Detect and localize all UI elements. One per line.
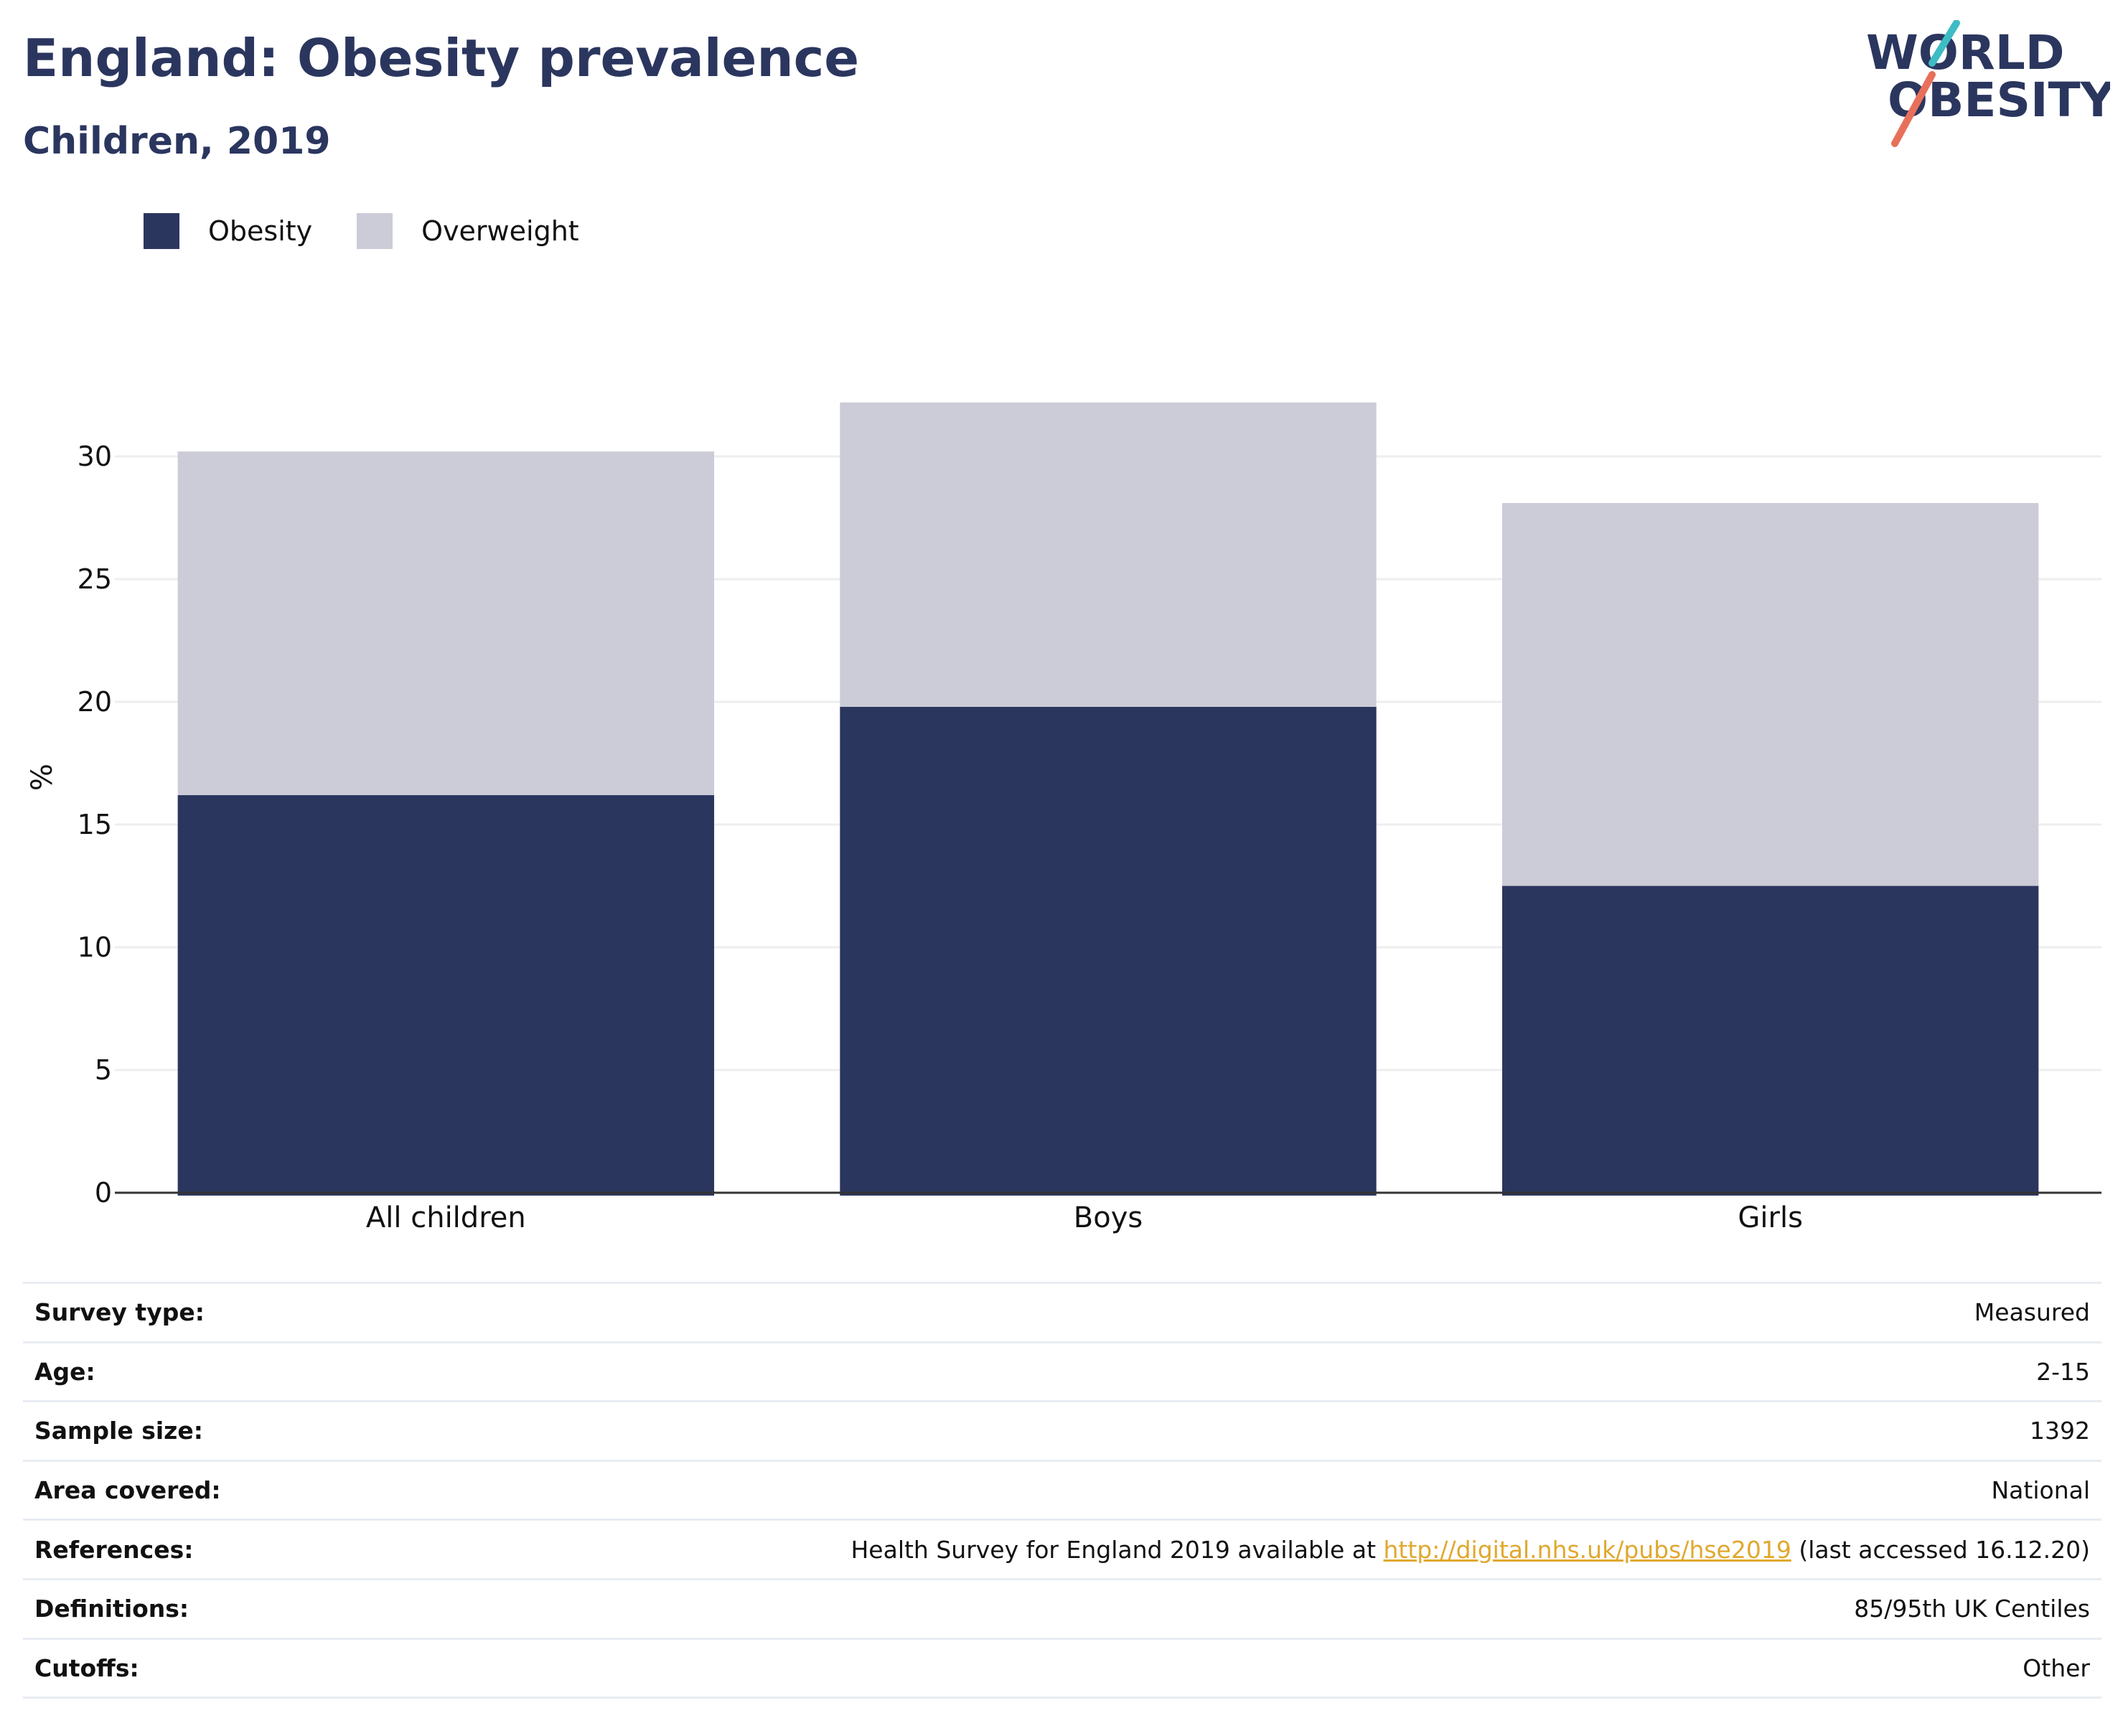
info-row-references: References: Health Survey for England 20…: [23, 1519, 2101, 1580]
y-axis-title: %: [26, 764, 59, 791]
info-row-cutoffs: Cutoffs: Other: [23, 1638, 2101, 1698]
legend-swatch-overweight: [357, 213, 393, 249]
info-value: Other: [2023, 1653, 2090, 1682]
info-key: Cutoffs:: [34, 1653, 139, 1682]
y-tick-label: 25: [78, 563, 112, 595]
bars: [177, 402, 2039, 1196]
info-row-survey-type: Survey type: Measured: [23, 1282, 2101, 1343]
bar-chart: 0 5 10 15 20 25 30 All children Boys Girls %: [26, 402, 2101, 1234]
bar-obesity-all-children[interactable]: [177, 794, 715, 1196]
logo-slash-bottom: [1891, 71, 1936, 147]
bar-obesity-boys[interactable]: [840, 706, 1377, 1196]
y-tick-label: 15: [78, 809, 112, 840]
info-value: Measured: [1974, 1298, 2090, 1327]
y-tick-label: 0: [95, 1177, 112, 1209]
legend-item-obesity[interactable]: Obesity: [144, 213, 312, 249]
info-key: Age:: [34, 1357, 95, 1386]
logo-text-world: WORLD: [1866, 25, 2065, 80]
info-value: 2-15: [2036, 1357, 2090, 1386]
x-tick-label: All children: [366, 1201, 526, 1234]
info-key: Area covered:: [34, 1476, 221, 1505]
x-axis: All children Boys Girls: [115, 1191, 2101, 1234]
info-key: Survey type:: [34, 1298, 205, 1327]
reference-text: Health Survey for England 2019 available…: [850, 1535, 1384, 1564]
world-obesity-logo: WORLD OBESITY: [1866, 20, 2110, 147]
bar-overweight-all-children[interactable]: [177, 451, 715, 795]
y-tick-label: 20: [78, 686, 112, 718]
legend-label-overweight: Overweight: [421, 215, 579, 247]
chart-legend: Obesity Overweight: [144, 212, 624, 250]
info-value: National: [1991, 1476, 2090, 1505]
bar-obesity-girls[interactable]: [1501, 886, 2039, 1196]
y-axis: 0 5 10 15 20 25 30: [78, 441, 112, 1209]
info-value: 85/95th UK Centiles: [1854, 1595, 2090, 1623]
info-key: Definitions:: [34, 1595, 189, 1623]
bar-overweight-boys[interactable]: [840, 402, 1377, 707]
logo-slash-top: [1928, 20, 1960, 67]
y-tick-label: 30: [78, 441, 112, 472]
info-value: 1392: [2030, 1417, 2090, 1445]
info-row-sample-size: Sample size: 1392: [23, 1401, 2101, 1461]
legend-label-obesity: Obesity: [208, 215, 313, 247]
info-value: Health Survey for England 2019 available…: [319, 1520, 2101, 1580]
info-key: Sample size:: [34, 1417, 203, 1445]
legend-swatch-obesity: [144, 213, 179, 249]
info-row-definitions: Definitions: 85/95th UK Centiles: [23, 1579, 2101, 1638]
info-row-age: Age: 2-15: [23, 1342, 2101, 1402]
bar-overweight-girls[interactable]: [1501, 502, 2039, 886]
y-tick-label: 5: [95, 1054, 112, 1086]
y-tick-label: 10: [78, 932, 112, 963]
survey-info-table: Survey type: Measured Age: 2-15 Sample s…: [23, 1282, 2101, 1699]
chart-title: England: Obesity prevalence: [23, 28, 860, 88]
reference-accessed: (last accessed 16.12.20): [1791, 1535, 2090, 1564]
chart-subtitle: Children, 2019: [23, 120, 331, 163]
legend-item-overweight[interactable]: Overweight: [357, 213, 579, 249]
info-key: References:: [34, 1535, 194, 1564]
info-row-area-covered: Area covered: National: [23, 1460, 2101, 1520]
x-tick-label: Girls: [1738, 1201, 1803, 1234]
x-tick-label: Boys: [1074, 1201, 1143, 1234]
reference-link[interactable]: http://digital.nhs.uk/pubs/hse2019: [1383, 1535, 1791, 1564]
